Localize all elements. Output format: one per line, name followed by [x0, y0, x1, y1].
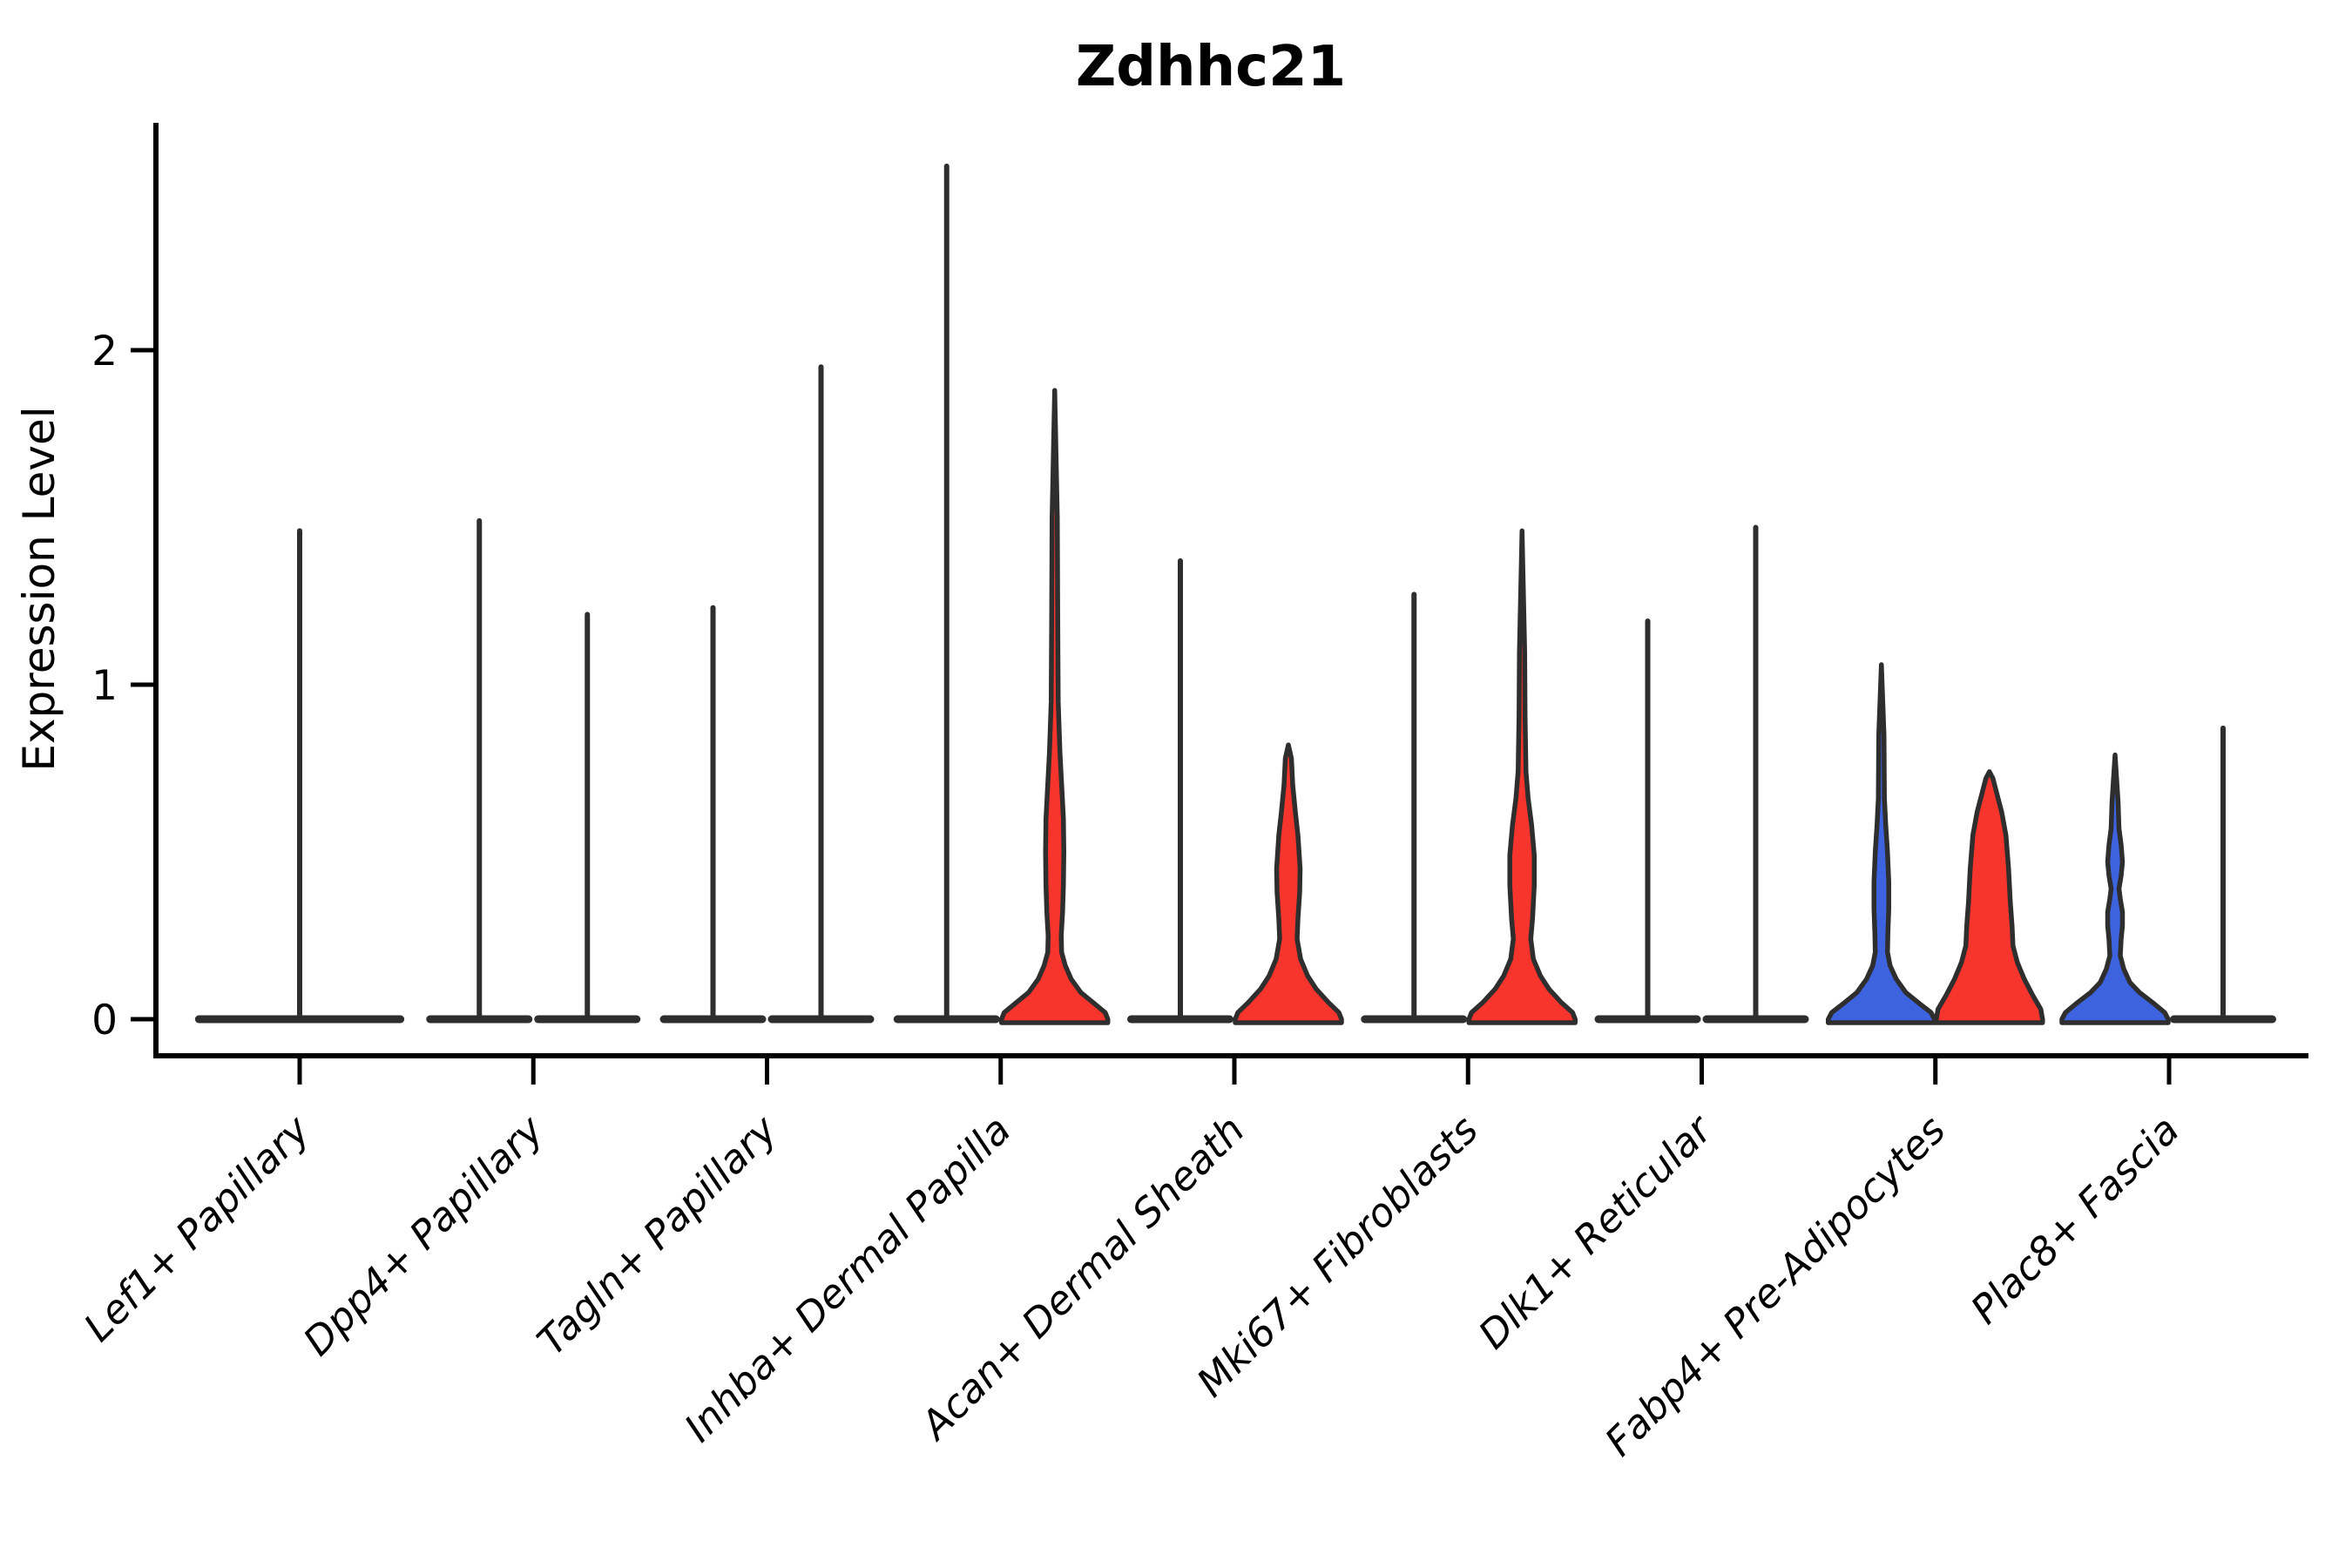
violin-shape-red_fill: [1934, 769, 2045, 1025]
y-tick-label: 2: [91, 328, 118, 375]
x-tick-label: Tagln+ Papillary: [528, 1105, 787, 1364]
axes-layer: [131, 123, 2308, 1085]
violin-layer: [194, 163, 2276, 1025]
violin-shape-blue_fill: [2059, 752, 2171, 1025]
y-tick-label: 1: [91, 662, 118, 710]
x-tick-label: Plac8+ Fascia: [1962, 1106, 2188, 1333]
x-tick-label: Dpp4+ Papillary: [294, 1105, 553, 1364]
y-tick-label: 0: [91, 997, 118, 1044]
violin-shape-red_fill: [1466, 528, 1578, 1025]
x-tick-label: Lef1+ Papillary: [75, 1105, 320, 1350]
violin-shape-red_fill: [999, 388, 1111, 1025]
violin-shape-blue_fill: [1826, 662, 1937, 1025]
violin-shape-red_fill: [1233, 742, 1344, 1025]
y-axis-label: Expression Level: [14, 406, 64, 771]
chart-title: Zdhhc21: [1076, 35, 1346, 99]
x-tick-label: Dlk1+ Reticular: [1470, 1105, 1722, 1358]
